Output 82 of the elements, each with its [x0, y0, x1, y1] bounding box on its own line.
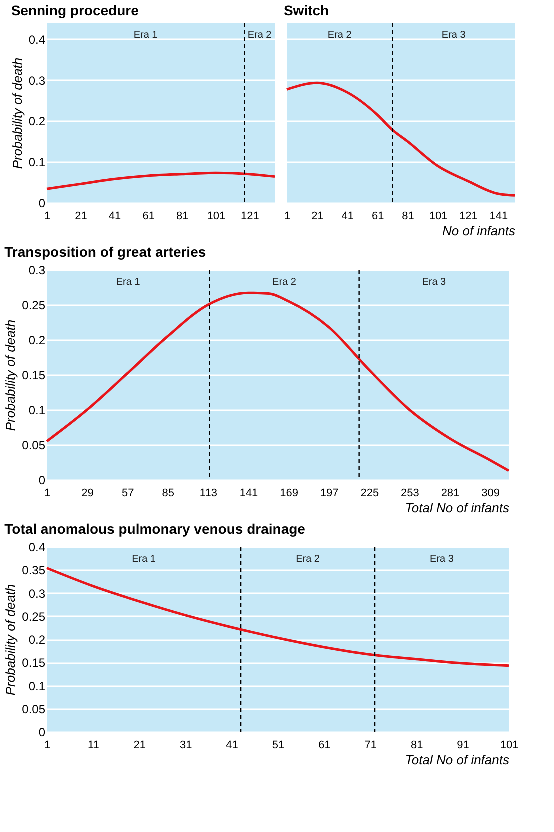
y-axis-title: Probability of death: [10, 58, 25, 170]
x-tick-label: 41: [342, 210, 354, 222]
annotation: Era 1: [134, 30, 158, 41]
annotation: Era 1: [132, 554, 156, 565]
x-tick-label: 21: [75, 210, 88, 222]
x-tick-label: 11: [88, 740, 100, 752]
line-series: [46, 567, 510, 668]
x-tick-label: 91: [457, 740, 470, 752]
x-tick-label: 41: [108, 210, 122, 222]
x-tick-label: 141: [240, 488, 258, 500]
x-axis-title: No of infants: [442, 224, 516, 238]
annotation: Era 3: [430, 554, 454, 565]
x-tick-label: 29: [82, 488, 94, 500]
chart-title: Switch: [284, 2, 330, 18]
y-tick-label: 0.2: [28, 114, 46, 129]
y-tick-label: 0: [38, 196, 46, 210]
x-tick-label: 197: [320, 488, 339, 500]
y-tick-label: 0: [38, 474, 46, 488]
chart-title: Senning procedure: [11, 2, 140, 18]
chart-title: Total anomalous pulmonary venous drainage: [4, 521, 306, 537]
x-tick-label: 121: [460, 210, 478, 222]
x-tick-label: 51: [272, 740, 285, 752]
x-tick-label: 101: [500, 740, 519, 752]
x-tick-label: 121: [240, 210, 260, 222]
x-tick-label: 309: [482, 488, 500, 500]
y-tick-label: 0.25: [22, 298, 46, 312]
x-tick-label: 41: [226, 740, 238, 752]
x-tick-label: 281: [441, 488, 460, 500]
x-tick-label: 1: [44, 488, 51, 500]
x-axis-title: Total No of infants: [405, 752, 510, 768]
y-tick-label: 0.1: [28, 404, 46, 418]
line-series: [46, 172, 276, 190]
x-axis-title: Total No of infants: [405, 500, 510, 516]
x-tick-label: 85: [162, 488, 175, 500]
annotation: Era 2: [296, 554, 320, 565]
y-tick-label: 0.1: [28, 679, 46, 694]
x-tick-label: 113: [200, 488, 218, 500]
y-axis-title: Probability of death: [3, 584, 18, 696]
annotation: Era 2: [248, 30, 272, 41]
x-tick-label: 57: [122, 488, 134, 500]
x-tick-label: 1: [44, 740, 51, 752]
x-tick-label: 81: [410, 740, 424, 752]
y-tick-label: 0.4: [28, 540, 46, 554]
line-series: [46, 292, 510, 472]
annotation: Era 2: [328, 30, 352, 41]
y-tick-label: 0.35: [22, 564, 46, 578]
x-tick-label: 1: [284, 210, 291, 222]
annotation: Era 3: [442, 30, 466, 41]
chart-title: Transposition of great arteries: [4, 244, 206, 260]
x-tick-label: 101: [429, 210, 448, 222]
x-tick-label: 21: [312, 210, 324, 222]
x-tick-label: 225: [360, 488, 380, 500]
x-tick-label: 101: [207, 210, 226, 222]
y-tick-label: 0.05: [22, 438, 46, 452]
y-tick-label: 0.15: [22, 656, 46, 670]
annotation: Era 1: [116, 277, 141, 288]
annotation: Era 3: [422, 277, 447, 288]
x-tick-label: 81: [176, 210, 189, 222]
y-tick-label: 0.1: [28, 156, 46, 170]
y-axis-title: Probability of death: [3, 320, 18, 432]
x-tick-label: 21: [134, 740, 146, 752]
x-tick-label: 141: [490, 210, 508, 222]
x-tick-label: 81: [402, 210, 414, 222]
y-tick-label: 0.3: [28, 264, 46, 278]
y-tick-label: 0.4: [28, 32, 46, 47]
x-tick-label: 61: [372, 210, 384, 222]
x-tick-label: 61: [318, 740, 331, 752]
x-tick-label: 253: [401, 488, 420, 500]
x-tick-label: 61: [142, 210, 155, 222]
x-tick-label: 169: [280, 488, 298, 500]
y-tick-label: 0.3: [28, 586, 46, 601]
y-tick-label: 0.15: [22, 368, 46, 382]
y-tick-label: 0.05: [22, 702, 46, 716]
y-tick-label: 0: [38, 726, 46, 740]
x-tick-label: 31: [180, 740, 192, 752]
y-tick-label: 0.25: [22, 610, 46, 624]
x-tick-label: 1: [44, 210, 51, 222]
y-tick-label: 0.3: [28, 74, 46, 88]
annotation: Era 2: [272, 277, 297, 288]
y-tick-label: 0.2: [28, 334, 46, 348]
y-tick-label: 0.2: [28, 633, 46, 647]
x-tick-label: 71: [364, 740, 378, 752]
